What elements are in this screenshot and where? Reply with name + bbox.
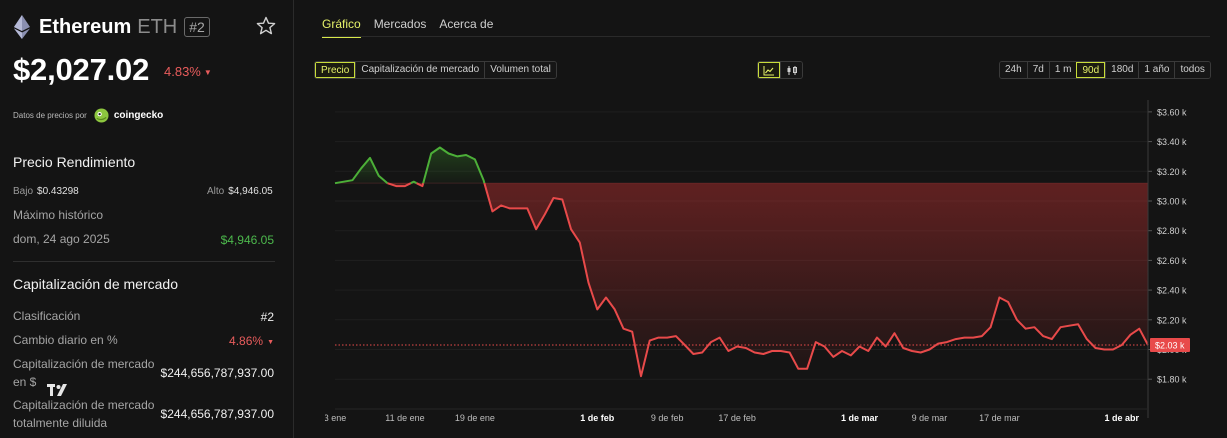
provider-name[interactable]: coingecko (113, 110, 164, 121)
tabs-divider (322, 36, 1210, 37)
x-tick-label: 11 de ene (385, 413, 424, 423)
low-price: Bajo $0.43298 (13, 186, 79, 197)
ethereum-logo-icon (14, 15, 30, 39)
coin-symbol: ETH (137, 15, 178, 38)
divider (13, 261, 275, 262)
favorite-star-icon[interactable] (256, 16, 276, 36)
section-tabs: Gráfico Mercados Acerca de (322, 17, 493, 38)
x-tick-label: 1 de mar (841, 413, 879, 423)
x-tick-label: 9 de feb (651, 413, 684, 423)
range-1y[interactable]: 1 año (1138, 62, 1175, 78)
fdv-label: Capitalización de mercado totalmente dil… (13, 398, 155, 430)
range-24h[interactable]: 24h (1000, 62, 1027, 78)
range-all[interactable]: todos (1174, 62, 1210, 78)
x-tick-label: 3 ene (325, 413, 346, 423)
chart-panel: Gráfico Mercados Acerca de Precio Capita… (295, 0, 1227, 438)
metric-price[interactable]: Precio (315, 62, 356, 78)
price-line-down (387, 182, 412, 188)
x-tick-label: 17 de feb (718, 413, 756, 423)
current-price-tag (1150, 338, 1190, 353)
coin-header: Ethereum ETH #2 (13, 14, 210, 40)
price-change-24h: 4.83% ▼ (164, 64, 212, 79)
rank-badge: #2 (184, 17, 210, 37)
rank-label: Clasificación (13, 309, 81, 323)
price-line-down (416, 182, 425, 188)
rank-value: #2 (260, 310, 274, 324)
high-price: Alto $4,946.05 (207, 186, 273, 197)
price-change-value: 4.83% (164, 64, 201, 79)
metric-market-cap[interactable]: Capitalización de mercado (355, 62, 485, 78)
current-price-label: $2.03 k (1155, 341, 1185, 351)
x-tick-label: 19 de ene (455, 413, 495, 423)
x-tick-label: 9 de mar (912, 413, 948, 423)
line-chart-icon[interactable] (758, 62, 780, 78)
high-value: $4,946.05 (228, 186, 273, 197)
up-area (335, 157, 388, 184)
x-tick-label: 17 de mar (979, 413, 1020, 423)
range-90d[interactable]: 90d (1076, 62, 1106, 78)
high-label: Alto (207, 186, 225, 197)
price-provider: Datos de precios por coingecko (13, 108, 163, 123)
y-tick-label: $3.40 k (1157, 137, 1187, 147)
market-cap-title: Capitalización de mercado (13, 276, 178, 292)
up-area (423, 147, 485, 184)
y-tick-label: $2.40 k (1157, 286, 1187, 296)
tab-markets[interactable]: Mercados (373, 17, 427, 31)
time-range-selector: 24h 7d 1 m 90d 180d 1 año todos (999, 61, 1211, 79)
current-price: $2,027.02 (13, 52, 150, 87)
ath-date: dom, 24 ago 2025 (13, 232, 110, 246)
down-area (484, 183, 1148, 377)
price-line-down (483, 182, 1149, 378)
daily-change-label: Cambio diario en % (13, 333, 118, 347)
y-axis: $1.80 k$2.00 k$2.20 k$2.40 k$2.60 k$2.80… (1147, 100, 1190, 418)
provider-label: Datos de precios por (13, 111, 87, 120)
y-tick-label: $1.80 k (1157, 375, 1187, 385)
range-180d[interactable]: 180d (1105, 62, 1139, 78)
y-tick-label: $2.80 k (1157, 226, 1187, 236)
price-line-up (410, 180, 418, 185)
candlestick-icon[interactable] (780, 62, 802, 78)
coin-info-panel: Ethereum ETH #2 $2,027.02 4.83% ▼ Datos d… (0, 0, 294, 438)
y-tick-label: $3.00 k (1157, 196, 1187, 206)
x-axis: 3 ene 11 de ene 19 de ene 1 de feb 9 de feb 1… (325, 408, 1148, 423)
x-tick-label: 1 de feb (580, 413, 615, 423)
coingecko-logo-icon (94, 108, 109, 123)
y-tick-label: $3.20 k (1157, 167, 1187, 177)
range-7d[interactable]: 7d (1026, 62, 1049, 78)
chart-lines (334, 146, 1149, 378)
metric-volume[interactable]: Volumen total (484, 62, 556, 78)
price-chart[interactable]: $1.80 k$2.00 k$2.20 k$2.40 k$2.60 k$2.80… (325, 100, 1215, 430)
range-1m[interactable]: 1 m (1048, 62, 1077, 78)
y-tick-label: $2.60 k (1157, 256, 1187, 266)
fdv-value: $244,656,787,937.00 (160, 407, 274, 421)
tab-about[interactable]: Acerca de (439, 17, 494, 31)
market-cap-label: Capitalización de mercado en $ (13, 357, 155, 389)
y-tick-label: $3.60 k (1157, 107, 1187, 117)
x-tick-label: 1 de abr (1105, 413, 1140, 423)
performance-title: Precio Rendimiento (13, 154, 136, 170)
daily-change-value: 4.86% ▼ (229, 334, 274, 348)
low-label: Bajo (13, 186, 34, 197)
ath-value: $4,946.05 (220, 233, 274, 247)
coin-name: Ethereum (39, 15, 132, 38)
low-value: $0.43298 (37, 186, 79, 197)
daily-change-percent: 4.86% (229, 334, 264, 348)
down-arrow-icon: ▼ (267, 339, 274, 346)
price-line-up (422, 146, 486, 184)
ath-label: Máximo histórico (13, 208, 104, 222)
price-line-up (334, 156, 389, 185)
tab-chart[interactable]: Gráfico (322, 17, 361, 38)
chart-type-selector (757, 61, 803, 79)
chart-areas (335, 147, 1148, 377)
down-arrow-icon: ▼ (203, 68, 212, 77)
y-tick-label: $2.20 k (1157, 315, 1187, 325)
metric-selector: Precio Capitalización de mercado Volumen… (314, 61, 557, 79)
market-cap-value: $244,656,787,937.00 (160, 366, 274, 380)
tradingview-logo-icon (47, 384, 67, 396)
